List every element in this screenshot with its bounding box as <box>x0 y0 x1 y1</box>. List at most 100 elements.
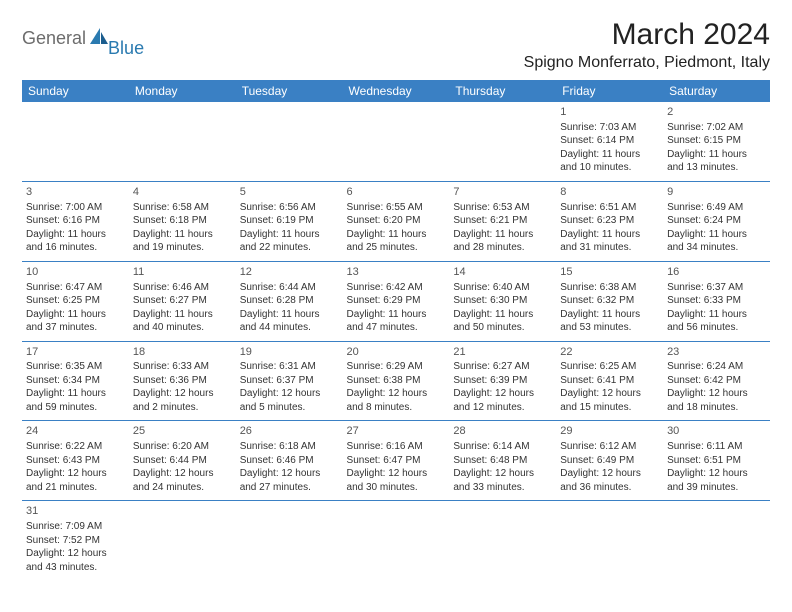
day-number: 3 <box>26 185 125 200</box>
calendar-cell: 13Sunrise: 6:42 AMSunset: 6:29 PMDayligh… <box>343 261 450 341</box>
sunset-text: Sunset: 6:51 PM <box>667 454 766 468</box>
daylight-text: Daylight: 12 hours and 27 minutes. <box>240 467 339 494</box>
calendar-cell: 10Sunrise: 6:47 AMSunset: 6:25 PMDayligh… <box>22 261 129 341</box>
calendar-cell: 2Sunrise: 7:02 AMSunset: 6:15 PMDaylight… <box>663 102 770 181</box>
sunrise-text: Sunrise: 6:22 AM <box>26 440 125 454</box>
calendar-row: 1Sunrise: 7:03 AMSunset: 6:14 PMDaylight… <box>22 102 770 181</box>
sunrise-text: Sunrise: 6:29 AM <box>347 360 446 374</box>
sunrise-text: Sunrise: 6:44 AM <box>240 281 339 295</box>
sunset-text: Sunset: 6:20 PM <box>347 214 446 228</box>
calendar-cell: 30Sunrise: 6:11 AMSunset: 6:51 PMDayligh… <box>663 421 770 501</box>
calendar-cell: 4Sunrise: 6:58 AMSunset: 6:18 PMDaylight… <box>129 181 236 261</box>
sunset-text: Sunset: 6:46 PM <box>240 454 339 468</box>
sunrise-text: Sunrise: 6:38 AM <box>560 281 659 295</box>
calendar-cell: 3Sunrise: 7:00 AMSunset: 6:16 PMDaylight… <box>22 181 129 261</box>
daylight-text: Daylight: 11 hours and 53 minutes. <box>560 308 659 335</box>
sunrise-text: Sunrise: 6:53 AM <box>453 201 552 215</box>
day-header: Friday <box>556 80 663 102</box>
calendar-row: 17Sunrise: 6:35 AMSunset: 6:34 PMDayligh… <box>22 341 770 421</box>
daylight-text: Daylight: 11 hours and 40 minutes. <box>133 308 232 335</box>
header: General Blue March 2024 Spigno Monferrat… <box>22 18 770 72</box>
calendar-cell: 29Sunrise: 6:12 AMSunset: 6:49 PMDayligh… <box>556 421 663 501</box>
calendar-table: Sunday Monday Tuesday Wednesday Thursday… <box>22 80 770 580</box>
calendar-body: 1Sunrise: 7:03 AMSunset: 6:14 PMDaylight… <box>22 102 770 580</box>
sunset-text: Sunset: 6:48 PM <box>453 454 552 468</box>
day-number: 27 <box>347 424 446 439</box>
sunrise-text: Sunrise: 6:37 AM <box>667 281 766 295</box>
sunrise-text: Sunrise: 6:56 AM <box>240 201 339 215</box>
day-header: Sunday <box>22 80 129 102</box>
calendar-cell <box>236 102 343 181</box>
calendar-cell: 26Sunrise: 6:18 AMSunset: 6:46 PMDayligh… <box>236 421 343 501</box>
daylight-text: Daylight: 11 hours and 13 minutes. <box>667 148 766 175</box>
daylight-text: Daylight: 12 hours and 5 minutes. <box>240 387 339 414</box>
day-number: 9 <box>667 185 766 200</box>
sunrise-text: Sunrise: 6:55 AM <box>347 201 446 215</box>
daylight-text: Daylight: 12 hours and 24 minutes. <box>133 467 232 494</box>
day-number: 8 <box>560 185 659 200</box>
sunrise-text: Sunrise: 6:14 AM <box>453 440 552 454</box>
sunrise-text: Sunrise: 7:09 AM <box>26 520 125 534</box>
sunrise-text: Sunrise: 6:20 AM <box>133 440 232 454</box>
calendar-cell <box>129 501 236 580</box>
day-number: 22 <box>560 345 659 360</box>
daylight-text: Daylight: 11 hours and 25 minutes. <box>347 228 446 255</box>
sunrise-text: Sunrise: 6:40 AM <box>453 281 552 295</box>
daylight-text: Daylight: 11 hours and 10 minutes. <box>560 148 659 175</box>
calendar-cell: 16Sunrise: 6:37 AMSunset: 6:33 PMDayligh… <box>663 261 770 341</box>
calendar-cell: 19Sunrise: 6:31 AMSunset: 6:37 PMDayligh… <box>236 341 343 421</box>
sunrise-text: Sunrise: 6:58 AM <box>133 201 232 215</box>
daylight-text: Daylight: 11 hours and 19 minutes. <box>133 228 232 255</box>
day-number: 30 <box>667 424 766 439</box>
calendar-cell <box>556 501 663 580</box>
calendar-cell: 8Sunrise: 6:51 AMSunset: 6:23 PMDaylight… <box>556 181 663 261</box>
logo-text-blue: Blue <box>108 38 144 59</box>
daylight-text: Daylight: 11 hours and 50 minutes. <box>453 308 552 335</box>
sunset-text: Sunset: 6:37 PM <box>240 374 339 388</box>
day-number: 10 <box>26 265 125 280</box>
location: Spigno Monferrato, Piedmont, Italy <box>524 54 770 72</box>
sunset-text: Sunset: 7:52 PM <box>26 534 125 548</box>
day-number: 16 <box>667 265 766 280</box>
sunrise-text: Sunrise: 6:24 AM <box>667 360 766 374</box>
calendar-cell: 11Sunrise: 6:46 AMSunset: 6:27 PMDayligh… <box>129 261 236 341</box>
day-header: Thursday <box>449 80 556 102</box>
day-number: 20 <box>347 345 446 360</box>
sunrise-text: Sunrise: 6:33 AM <box>133 360 232 374</box>
sunrise-text: Sunrise: 7:03 AM <box>560 121 659 135</box>
calendar-cell <box>129 102 236 181</box>
daylight-text: Daylight: 12 hours and 8 minutes. <box>347 387 446 414</box>
day-number: 25 <box>133 424 232 439</box>
sunrise-text: Sunrise: 6:16 AM <box>347 440 446 454</box>
sunset-text: Sunset: 6:36 PM <box>133 374 232 388</box>
calendar-cell: 7Sunrise: 6:53 AMSunset: 6:21 PMDaylight… <box>449 181 556 261</box>
day-number: 6 <box>347 185 446 200</box>
daylight-text: Daylight: 12 hours and 30 minutes. <box>347 467 446 494</box>
calendar-cell: 23Sunrise: 6:24 AMSunset: 6:42 PMDayligh… <box>663 341 770 421</box>
daylight-text: Daylight: 12 hours and 21 minutes. <box>26 467 125 494</box>
daylight-text: Daylight: 11 hours and 47 minutes. <box>347 308 446 335</box>
sail-icon <box>88 26 110 51</box>
daylight-text: Daylight: 12 hours and 33 minutes. <box>453 467 552 494</box>
day-header-row: Sunday Monday Tuesday Wednesday Thursday… <box>22 80 770 102</box>
day-number: 24 <box>26 424 125 439</box>
calendar-cell: 20Sunrise: 6:29 AMSunset: 6:38 PMDayligh… <box>343 341 450 421</box>
calendar-cell: 17Sunrise: 6:35 AMSunset: 6:34 PMDayligh… <box>22 341 129 421</box>
day-number: 23 <box>667 345 766 360</box>
daylight-text: Daylight: 11 hours and 44 minutes. <box>240 308 339 335</box>
daylight-text: Daylight: 12 hours and 36 minutes. <box>560 467 659 494</box>
calendar-cell: 5Sunrise: 6:56 AMSunset: 6:19 PMDaylight… <box>236 181 343 261</box>
calendar-row: 31Sunrise: 7:09 AMSunset: 7:52 PMDayligh… <box>22 501 770 580</box>
daylight-text: Daylight: 12 hours and 18 minutes. <box>667 387 766 414</box>
sunset-text: Sunset: 6:27 PM <box>133 294 232 308</box>
calendar-cell: 25Sunrise: 6:20 AMSunset: 6:44 PMDayligh… <box>129 421 236 501</box>
logo: General Blue <box>22 26 148 51</box>
daylight-text: Daylight: 11 hours and 34 minutes. <box>667 228 766 255</box>
calendar-cell: 14Sunrise: 6:40 AMSunset: 6:30 PMDayligh… <box>449 261 556 341</box>
calendar-cell <box>663 501 770 580</box>
day-number: 11 <box>133 265 232 280</box>
sunrise-text: Sunrise: 6:46 AM <box>133 281 232 295</box>
calendar-cell: 6Sunrise: 6:55 AMSunset: 6:20 PMDaylight… <box>343 181 450 261</box>
sunset-text: Sunset: 6:49 PM <box>560 454 659 468</box>
calendar-cell: 18Sunrise: 6:33 AMSunset: 6:36 PMDayligh… <box>129 341 236 421</box>
